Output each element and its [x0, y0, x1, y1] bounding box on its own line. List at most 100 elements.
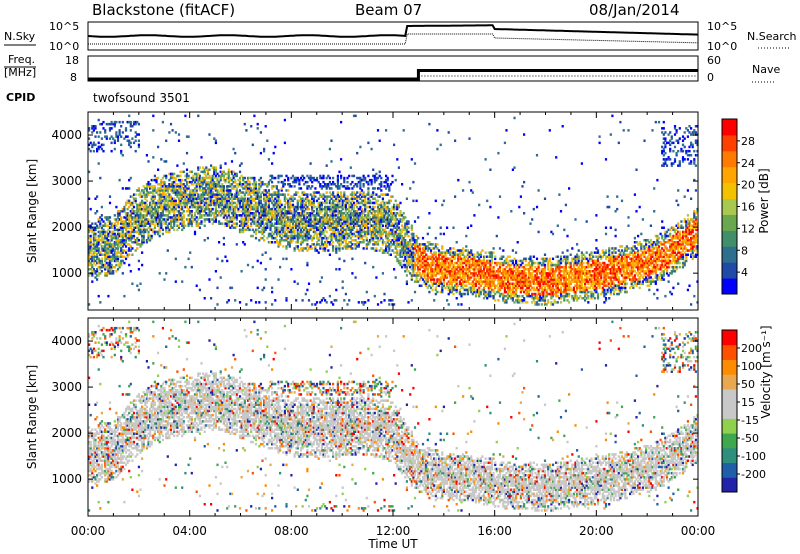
- power-cell: [158, 228, 161, 232]
- power-cell: [107, 268, 110, 271]
- power-cell: [264, 195, 267, 198]
- power-cell: [335, 226, 338, 229]
- power-cell: [243, 195, 246, 198]
- power-cell: [123, 216, 126, 219]
- power-cell: [290, 220, 293, 223]
- power-cell: [327, 207, 330, 211]
- power-cell: [356, 222, 359, 225]
- power-cell: [290, 203, 293, 207]
- power-cell: [216, 193, 219, 196]
- power-cell: [264, 216, 267, 219]
- power-cell: [189, 189, 192, 192]
- power-cell: [291, 230, 295, 234]
- power-cell: [375, 218, 378, 221]
- power-cell: [267, 216, 271, 219]
- power-cell: [409, 247, 412, 250]
- power-cell: [410, 236, 413, 240]
- power-cell: [222, 191, 226, 194]
- power-cell: [314, 220, 317, 223]
- power-cell: [332, 214, 335, 217]
- power-cell: [185, 174, 189, 178]
- power-cell: [89, 243, 92, 246]
- power-cell: [256, 286, 259, 290]
- power-cell: [393, 303, 396, 306]
- power-cell: [224, 214, 227, 217]
- power-cell: [104, 274, 107, 277]
- power-cell: [245, 303, 248, 306]
- power-cell: [120, 218, 123, 221]
- power-cell: [165, 228, 168, 232]
- power-cell: [258, 230, 261, 234]
- power-cell: [200, 205, 203, 209]
- power-cell: [185, 183, 189, 186]
- power-cell: [150, 203, 153, 207]
- power-cell: [192, 197, 195, 200]
- power-cell: [290, 236, 293, 240]
- power-cell: [394, 207, 397, 211]
- power-cell: [309, 236, 312, 240]
- power-cell: [417, 259, 420, 263]
- power-cell: [306, 234, 309, 238]
- power-cell: [145, 220, 149, 223]
- power-cell: [285, 189, 288, 192]
- power-cell: [187, 187, 190, 190]
- power-cell: [107, 257, 110, 261]
- power-cell: [89, 249, 92, 252]
- power-cell: [322, 247, 325, 250]
- power-cell: [107, 243, 110, 246]
- power-cell: [134, 212, 137, 215]
- power-cell: [99, 224, 102, 227]
- power-cell: [89, 251, 92, 254]
- power-cell: [409, 187, 412, 190]
- power-cell: [285, 247, 288, 250]
- power-cell: [198, 187, 202, 190]
- power-cell: [226, 301, 229, 304]
- power-cell: [315, 236, 319, 240]
- power-cell: [108, 261, 112, 265]
- power-cell: [219, 166, 222, 169]
- power-cell: [274, 228, 277, 232]
- power-cell: [107, 228, 110, 232]
- power-cell: [271, 193, 274, 196]
- power-cell: [354, 218, 357, 221]
- power-cell: [131, 228, 134, 232]
- power-cell: [346, 236, 349, 240]
- power-cell: [227, 176, 230, 180]
- power-cell: [229, 189, 232, 192]
- power-cell: [102, 253, 105, 256]
- power-cell: [142, 205, 145, 209]
- power-cell: [338, 236, 341, 240]
- power-cell: [336, 241, 340, 244]
- power-cell: [393, 243, 396, 246]
- power-cell: [298, 212, 301, 215]
- power-cell: [221, 203, 224, 207]
- power-cell: [211, 199, 214, 203]
- power-cell: [94, 135, 97, 138]
- power-cell: [258, 214, 261, 217]
- power-cell: [333, 236, 336, 240]
- power-cell: [367, 232, 370, 236]
- power-cell: [131, 125, 134, 128]
- power-cell: [234, 172, 237, 176]
- power-cell: [216, 303, 219, 306]
- power-cell: [285, 210, 288, 213]
- power-cell: [145, 212, 149, 215]
- power-cell: [155, 230, 158, 234]
- power-cell: [315, 220, 319, 223]
- power-cell: [152, 129, 155, 132]
- power-cell: [153, 230, 157, 234]
- power-cell: [373, 226, 376, 229]
- power-cell: [134, 249, 137, 252]
- power-cell: [314, 232, 317, 236]
- power-cell: [303, 218, 306, 221]
- power-cell: [324, 247, 327, 250]
- power-cell: [142, 207, 145, 211]
- power-cell: [385, 247, 388, 250]
- power-cell: [336, 180, 340, 184]
- power-cell: [210, 203, 213, 207]
- power-cell: [373, 210, 376, 213]
- power-cell: [381, 216, 385, 219]
- power-cell: [338, 243, 341, 246]
- power-cell: [307, 207, 311, 211]
- power-cell: [161, 195, 165, 198]
